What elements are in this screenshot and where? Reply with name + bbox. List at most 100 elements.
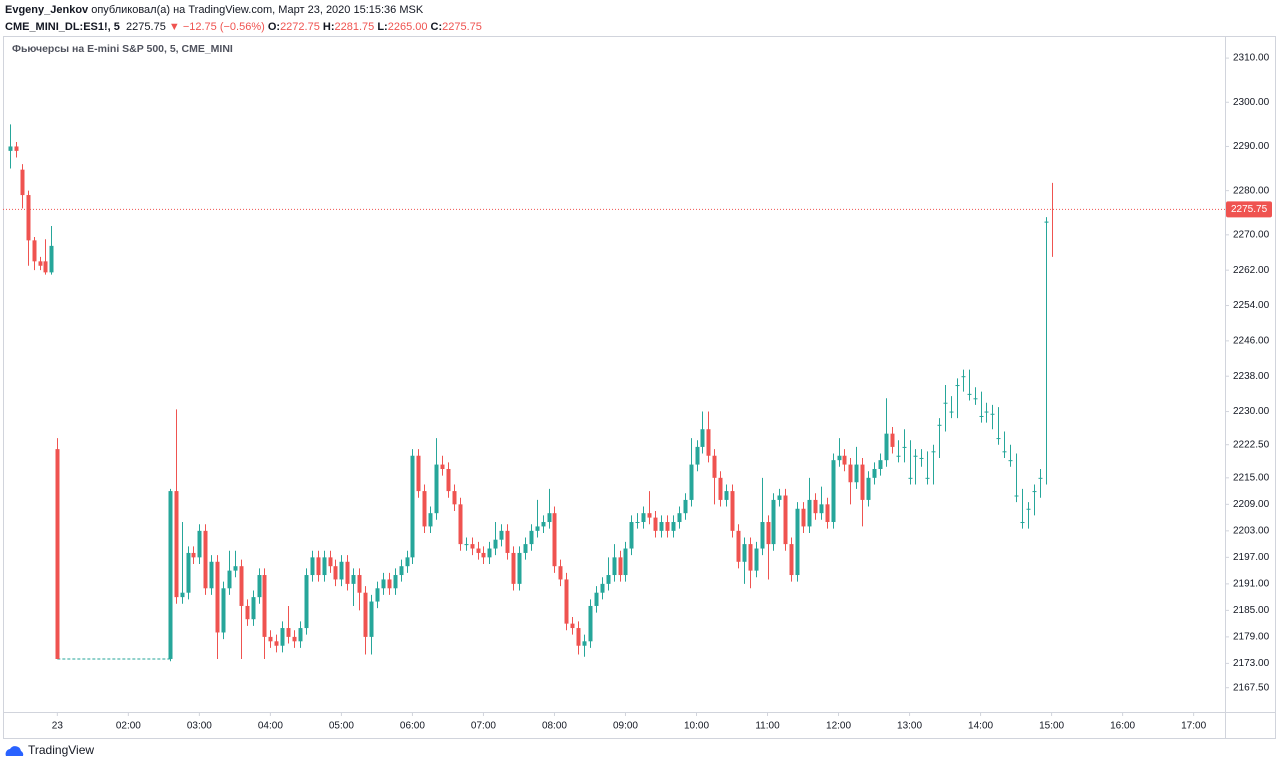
- candle-body: [1044, 221, 1049, 223]
- candle-body: [541, 522, 546, 527]
- candle-body: [339, 561, 344, 580]
- candle-body: [304, 575, 309, 629]
- candle-body: [659, 522, 664, 531]
- candle-body: [783, 495, 788, 545]
- candle-body: [795, 508, 800, 576]
- candle-body: [695, 446, 700, 465]
- candle-body: [700, 429, 705, 447]
- candle-body: [671, 522, 676, 531]
- candle-body: [937, 424, 942, 426]
- candle-body: [1020, 522, 1025, 524]
- x-tick-label: 07:00: [471, 721, 496, 732]
- candle-body: [239, 566, 244, 606]
- candle-body: [919, 457, 924, 459]
- logo: TradingView: [5, 743, 94, 757]
- candle-body: [629, 522, 634, 549]
- candle-body: [718, 477, 723, 500]
- candle-body: [274, 641, 279, 646]
- header: Evgeny_Jenkov опубликовал(а) на TradingV…: [5, 2, 482, 36]
- candle-body: [517, 552, 522, 584]
- candle-body: [606, 575, 611, 584]
- candle-body: [351, 575, 356, 584]
- candle-body: [523, 544, 528, 553]
- candle-body: [399, 566, 404, 576]
- candle-body: [689, 464, 694, 500]
- candle-body: [677, 513, 682, 523]
- candle-body: [375, 588, 380, 602]
- candle-body: [837, 455, 842, 461]
- candle-body: [807, 499, 812, 527]
- candle-body: [310, 557, 315, 576]
- candle-body: [967, 393, 972, 395]
- candle-body: [280, 628, 285, 646]
- candle-body: [262, 575, 267, 637]
- o-value: 2272.75: [280, 21, 320, 33]
- symbol: CME_MINI_DL:ES1!, 5: [5, 21, 120, 33]
- candle-body: [754, 548, 759, 571]
- candle-body: [357, 575, 362, 593]
- x-tick-label: 14:00: [968, 721, 993, 732]
- candle-body: [363, 592, 368, 637]
- y-tick-label: 2290.00: [1233, 141, 1270, 152]
- candle-body: [760, 522, 765, 549]
- candle-body: [931, 451, 936, 453]
- candle-body: [174, 491, 179, 598]
- candle-body: [470, 544, 475, 549]
- candle-body: [819, 504, 824, 514]
- logo-icon: [5, 746, 24, 756]
- candle-body: [14, 146, 19, 151]
- x-tick-label: 10:00: [684, 721, 709, 732]
- candle-body: [730, 491, 735, 531]
- candle-body: [369, 601, 374, 637]
- candle-body: [706, 429, 711, 456]
- published: опубликовал(а) на TradingView.com, Март …: [91, 4, 424, 16]
- candle-body: [854, 464, 859, 483]
- candle-body: [996, 438, 1001, 440]
- candle-body: [600, 583, 605, 593]
- y-tick-label: 2280.00: [1233, 185, 1270, 196]
- candle-body: [789, 544, 794, 576]
- chart-title: Фьючерсы на E-mini S&P 500, 5, CME_MINI: [12, 43, 233, 55]
- candle-body: [26, 195, 31, 241]
- l-label: L:: [377, 21, 388, 33]
- o-label: O:: [267, 21, 281, 33]
- y-tick-label: 2197.00: [1233, 552, 1270, 563]
- x-tick-label: 17:00: [1181, 721, 1206, 732]
- candle-body: [913, 455, 918, 457]
- candle-body: [884, 433, 889, 461]
- candle-body: [197, 530, 202, 558]
- price: 2275.75: [126, 21, 166, 33]
- candle-body: [381, 579, 386, 589]
- x-tick-label: 16:00: [1110, 721, 1135, 732]
- candle-body: [292, 636, 297, 642]
- candle-body: [221, 588, 226, 633]
- brand: TradingView: [28, 743, 94, 757]
- c-label: C:: [430, 21, 443, 33]
- candle-body: [333, 566, 338, 580]
- candle-body: [1014, 495, 1019, 497]
- candle-body: [55, 449, 60, 659]
- candle-body: [233, 566, 238, 571]
- candle-body: [801, 508, 806, 527]
- candle-body: [582, 641, 587, 646]
- candle-body: [268, 636, 273, 642]
- candle-body: [180, 592, 185, 598]
- candle-body: [961, 376, 966, 378]
- candle-body: [908, 477, 913, 479]
- y-tick-label: 2238.00: [1233, 371, 1270, 382]
- candle-body: [742, 544, 747, 562]
- candle-body: [825, 504, 830, 523]
- candle-body: [168, 491, 173, 659]
- candle-body: [594, 592, 599, 606]
- candle-body: [251, 597, 256, 620]
- candle-body: [203, 530, 208, 589]
- candle-body: [588, 605, 593, 642]
- candle-body: [552, 513, 557, 567]
- candle-body: [896, 455, 901, 457]
- candle-body: [186, 552, 191, 593]
- y-tick-label: 2185.00: [1233, 605, 1270, 616]
- candle-body: [458, 504, 463, 545]
- y-tick-label: 2254.00: [1233, 300, 1270, 311]
- candle-body: [1002, 451, 1007, 453]
- c-value: 2275.75: [442, 21, 482, 33]
